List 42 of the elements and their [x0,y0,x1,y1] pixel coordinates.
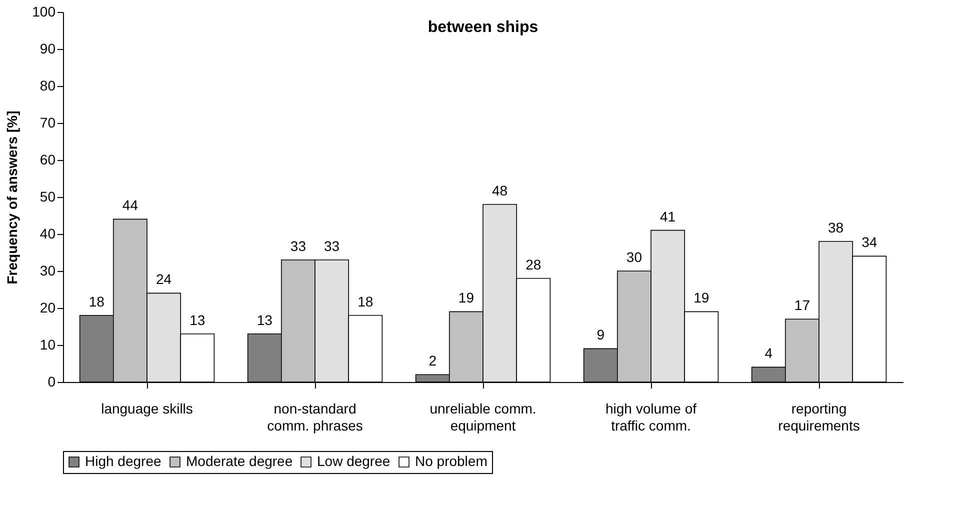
legend-label: High degree [85,453,162,469]
chart-title: between ships [428,19,538,36]
y-tick-label: 10 [40,336,56,352]
legend-label: Moderate degree [186,453,293,469]
data-label: 13 [190,312,206,328]
y-tick-label: 20 [40,300,56,316]
y-tick-label: 30 [40,262,56,278]
y-tick-label: 40 [40,226,56,242]
data-label: 19 [458,290,474,306]
data-label: 9 [596,326,605,343]
data-label: 18 [88,293,105,310]
data-label: 18 [358,293,374,310]
legend-label: No problem [415,453,488,469]
data-label: 33 [324,238,340,254]
x-tick-label: non-standard comm. phrases [267,400,363,434]
x-tick-label: high volume of traffic comm. [605,400,697,434]
data-label: 33 [290,238,306,254]
y-tick-label: 90 [40,40,56,56]
y-tick-label: 100 [32,4,56,20]
data-label: 24 [156,271,172,288]
data-label: 13 [256,312,273,328]
y-tick-label: 0 [48,374,56,390]
data-label: 34 [862,234,878,250]
y-tick-label: 50 [40,188,56,204]
data-label: 38 [828,219,844,236]
y-tick-label: 70 [40,114,56,130]
data-label: 4 [764,345,773,362]
data-label: 41 [660,208,676,224]
data-label: 28 [526,256,542,272]
x-tick-label: reporting requirements [778,400,860,434]
legend-label: Low degree [317,453,390,469]
y-tick-label: 60 [40,152,56,168]
data-label: 30 [626,249,642,265]
data-label: 19 [694,290,710,306]
x-tick-label: unreliable comm. equipment [430,400,536,434]
data-label: 17 [794,297,810,314]
data-label: 48 [492,182,508,198]
data-label: 44 [122,197,138,214]
x-tick-label: language skills [101,400,193,416]
y-tick-label: 80 [40,78,56,94]
y-axis-title: Frequency of answers [%] [4,110,20,284]
data-label: 2 [428,352,437,369]
